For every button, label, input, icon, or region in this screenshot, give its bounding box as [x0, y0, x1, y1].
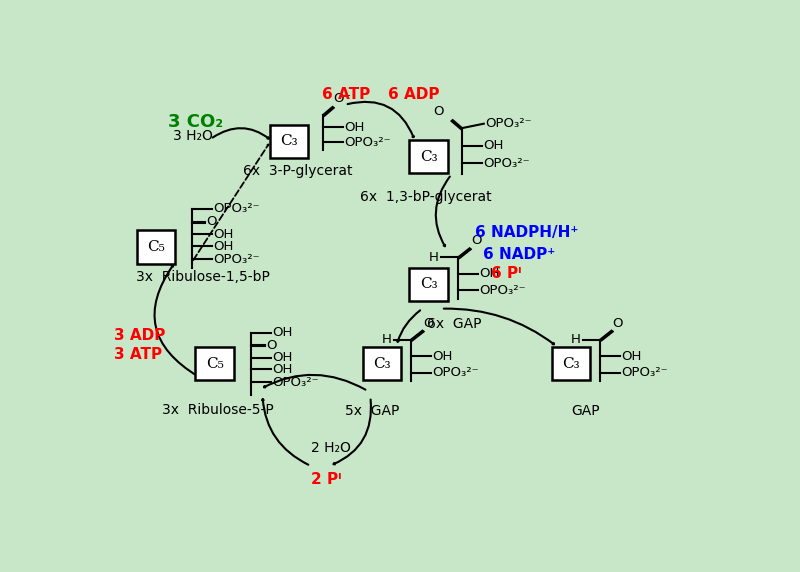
Text: OH: OH — [213, 228, 234, 241]
FancyBboxPatch shape — [195, 347, 234, 380]
Text: O: O — [266, 339, 277, 352]
Text: O: O — [433, 105, 443, 117]
Text: $^-$: $^-$ — [342, 92, 351, 105]
Text: OH: OH — [483, 139, 503, 152]
Text: 6x  3-P-glycerat: 6x 3-P-glycerat — [242, 164, 352, 178]
Text: OPO₃²⁻: OPO₃²⁻ — [483, 157, 530, 170]
Text: C₃: C₃ — [280, 134, 298, 148]
FancyBboxPatch shape — [137, 231, 175, 264]
Text: 3 H₂O: 3 H₂O — [173, 129, 213, 142]
Text: C₅: C₅ — [147, 240, 165, 254]
FancyBboxPatch shape — [552, 347, 590, 380]
Text: OH: OH — [479, 267, 500, 280]
Text: 3 ATP: 3 ATP — [114, 347, 162, 362]
Text: OH: OH — [432, 349, 453, 363]
Text: H: H — [382, 333, 391, 346]
Text: 6 NADP⁺: 6 NADP⁺ — [483, 247, 555, 262]
Text: 6x  1,3-bP-glycerat: 6x 1,3-bP-glycerat — [360, 190, 492, 204]
Text: OH: OH — [272, 351, 293, 364]
FancyBboxPatch shape — [270, 125, 308, 158]
Text: 2 H₂O: 2 H₂O — [310, 442, 350, 455]
Text: O: O — [613, 317, 623, 330]
Text: OPO₃²⁻: OPO₃²⁻ — [213, 202, 259, 215]
Text: OH: OH — [622, 349, 642, 363]
Text: OH: OH — [213, 240, 234, 253]
Text: C₃: C₃ — [374, 357, 391, 371]
Text: OPO₃²⁻: OPO₃²⁻ — [272, 376, 319, 389]
Text: H: H — [570, 333, 581, 346]
Text: 2 Pᴵ: 2 Pᴵ — [310, 472, 342, 487]
Text: 6 ATP: 6 ATP — [322, 87, 370, 102]
Text: GAP: GAP — [571, 404, 600, 418]
Text: OPO₃²⁻: OPO₃²⁻ — [213, 253, 259, 266]
Text: 6 NADPH/H⁺: 6 NADPH/H⁺ — [475, 225, 578, 240]
Text: C₅: C₅ — [206, 357, 224, 371]
Text: OH: OH — [272, 363, 293, 376]
Text: O: O — [206, 216, 217, 228]
FancyBboxPatch shape — [363, 347, 402, 380]
FancyBboxPatch shape — [410, 268, 448, 301]
Text: 5x  GAP: 5x GAP — [345, 404, 399, 418]
Text: OPO₃²⁻: OPO₃²⁻ — [344, 136, 391, 149]
FancyBboxPatch shape — [410, 140, 448, 173]
Text: OH: OH — [272, 327, 293, 339]
Text: H: H — [429, 251, 438, 264]
Text: 3x  Ribulose-5-P: 3x Ribulose-5-P — [162, 403, 274, 417]
Text: O: O — [424, 317, 434, 330]
Text: 6 Pᴵ: 6 Pᴵ — [490, 266, 522, 281]
Text: OPO₃²⁻: OPO₃²⁻ — [432, 366, 479, 379]
Text: OPO₃²⁻: OPO₃²⁻ — [622, 366, 668, 379]
Text: 3 ADP: 3 ADP — [114, 328, 165, 343]
Text: OPO₃²⁻: OPO₃²⁻ — [485, 117, 532, 130]
Text: 6 ADP: 6 ADP — [388, 87, 440, 102]
Text: OPO₃²⁻: OPO₃²⁻ — [479, 284, 526, 297]
Text: O: O — [333, 92, 344, 105]
Text: C₃: C₃ — [420, 277, 438, 292]
Text: 3x  Ribulose-1,5-bP: 3x Ribulose-1,5-bP — [136, 270, 270, 284]
Text: 6x  GAP: 6x GAP — [427, 317, 482, 331]
Text: 3 CO₂: 3 CO₂ — [168, 113, 223, 132]
Text: OH: OH — [344, 121, 365, 134]
Text: C₃: C₃ — [562, 357, 580, 371]
Text: C₃: C₃ — [420, 150, 438, 164]
Text: O: O — [470, 235, 482, 248]
